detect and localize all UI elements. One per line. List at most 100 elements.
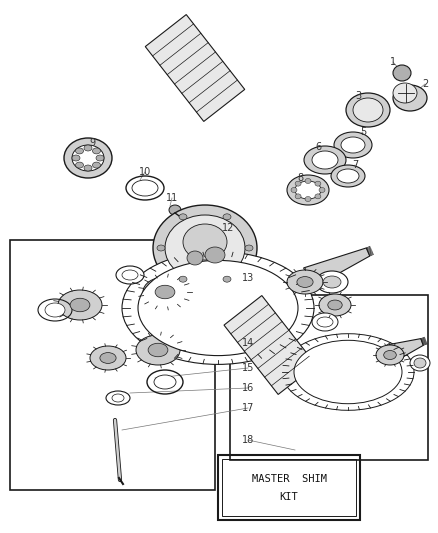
Text: KIT: KIT xyxy=(279,492,298,503)
Ellipse shape xyxy=(305,197,311,201)
Text: 17: 17 xyxy=(242,403,254,413)
Ellipse shape xyxy=(169,205,181,215)
Bar xyxy=(222,459,356,516)
Ellipse shape xyxy=(315,194,321,199)
Ellipse shape xyxy=(154,375,176,389)
Ellipse shape xyxy=(319,188,325,192)
Ellipse shape xyxy=(70,298,90,312)
Ellipse shape xyxy=(315,181,321,186)
Text: 9: 9 xyxy=(89,138,95,148)
Ellipse shape xyxy=(323,276,341,288)
Ellipse shape xyxy=(282,334,414,410)
Ellipse shape xyxy=(179,214,187,220)
Text: 1: 1 xyxy=(390,57,396,67)
Bar xyxy=(218,455,360,520)
Ellipse shape xyxy=(187,251,203,265)
Ellipse shape xyxy=(153,205,257,291)
Text: 5: 5 xyxy=(360,127,366,137)
Text: 18: 18 xyxy=(242,435,254,445)
Ellipse shape xyxy=(92,162,100,168)
Text: 6: 6 xyxy=(315,142,321,152)
Ellipse shape xyxy=(72,145,104,171)
Text: 15: 15 xyxy=(242,363,254,373)
Text: 11: 11 xyxy=(166,193,178,203)
Bar xyxy=(10,240,215,490)
Ellipse shape xyxy=(393,65,411,81)
Ellipse shape xyxy=(295,181,321,199)
Text: 7: 7 xyxy=(352,160,358,170)
Ellipse shape xyxy=(410,355,430,371)
Ellipse shape xyxy=(312,313,338,331)
Text: 8: 8 xyxy=(297,173,303,183)
Ellipse shape xyxy=(384,351,396,359)
Ellipse shape xyxy=(72,155,80,161)
Ellipse shape xyxy=(297,277,313,287)
Ellipse shape xyxy=(341,137,365,153)
Ellipse shape xyxy=(116,266,144,284)
Ellipse shape xyxy=(138,261,298,356)
Text: 16: 16 xyxy=(242,383,254,393)
Ellipse shape xyxy=(331,165,365,187)
Ellipse shape xyxy=(143,277,187,307)
Ellipse shape xyxy=(112,394,124,402)
Polygon shape xyxy=(389,338,423,361)
Ellipse shape xyxy=(317,317,333,327)
Ellipse shape xyxy=(287,270,323,294)
Text: MASTER  SHIM: MASTER SHIM xyxy=(251,474,326,484)
Text: 2: 2 xyxy=(422,79,428,89)
Text: 13: 13 xyxy=(242,273,254,283)
Polygon shape xyxy=(304,248,370,288)
Ellipse shape xyxy=(132,180,158,196)
Ellipse shape xyxy=(245,245,253,251)
Ellipse shape xyxy=(148,343,168,357)
Ellipse shape xyxy=(45,303,65,317)
Ellipse shape xyxy=(64,138,112,178)
Bar xyxy=(230,295,428,460)
Ellipse shape xyxy=(328,300,342,310)
Ellipse shape xyxy=(376,345,404,365)
Ellipse shape xyxy=(393,83,417,103)
Ellipse shape xyxy=(223,214,231,220)
Ellipse shape xyxy=(136,335,180,365)
Ellipse shape xyxy=(100,353,116,364)
Ellipse shape xyxy=(291,188,297,192)
Ellipse shape xyxy=(316,271,348,293)
Ellipse shape xyxy=(96,155,104,161)
Ellipse shape xyxy=(319,294,351,316)
Ellipse shape xyxy=(346,93,390,127)
Ellipse shape xyxy=(295,194,301,199)
Ellipse shape xyxy=(287,175,329,205)
Ellipse shape xyxy=(414,358,426,368)
Text: 10: 10 xyxy=(139,167,151,177)
Ellipse shape xyxy=(312,151,338,169)
Text: 12: 12 xyxy=(222,223,234,233)
Ellipse shape xyxy=(84,145,92,151)
Ellipse shape xyxy=(294,340,402,403)
Ellipse shape xyxy=(155,285,175,299)
Ellipse shape xyxy=(157,245,165,251)
Ellipse shape xyxy=(75,162,84,168)
Ellipse shape xyxy=(334,132,372,158)
Ellipse shape xyxy=(179,276,187,282)
Ellipse shape xyxy=(122,252,314,365)
Ellipse shape xyxy=(58,290,102,320)
Ellipse shape xyxy=(337,169,359,183)
Ellipse shape xyxy=(165,215,245,281)
Text: 14: 14 xyxy=(242,338,254,348)
Ellipse shape xyxy=(90,346,126,370)
Ellipse shape xyxy=(304,146,346,174)
Polygon shape xyxy=(145,14,245,122)
Ellipse shape xyxy=(92,148,100,154)
Ellipse shape xyxy=(223,276,231,282)
Ellipse shape xyxy=(122,270,138,280)
Polygon shape xyxy=(224,296,316,394)
Text: 3: 3 xyxy=(355,91,361,101)
Ellipse shape xyxy=(75,148,84,154)
Ellipse shape xyxy=(353,98,383,122)
Ellipse shape xyxy=(205,247,225,263)
Ellipse shape xyxy=(393,85,427,111)
Ellipse shape xyxy=(183,224,227,260)
Ellipse shape xyxy=(84,165,92,171)
Ellipse shape xyxy=(305,179,311,183)
Ellipse shape xyxy=(295,181,301,186)
